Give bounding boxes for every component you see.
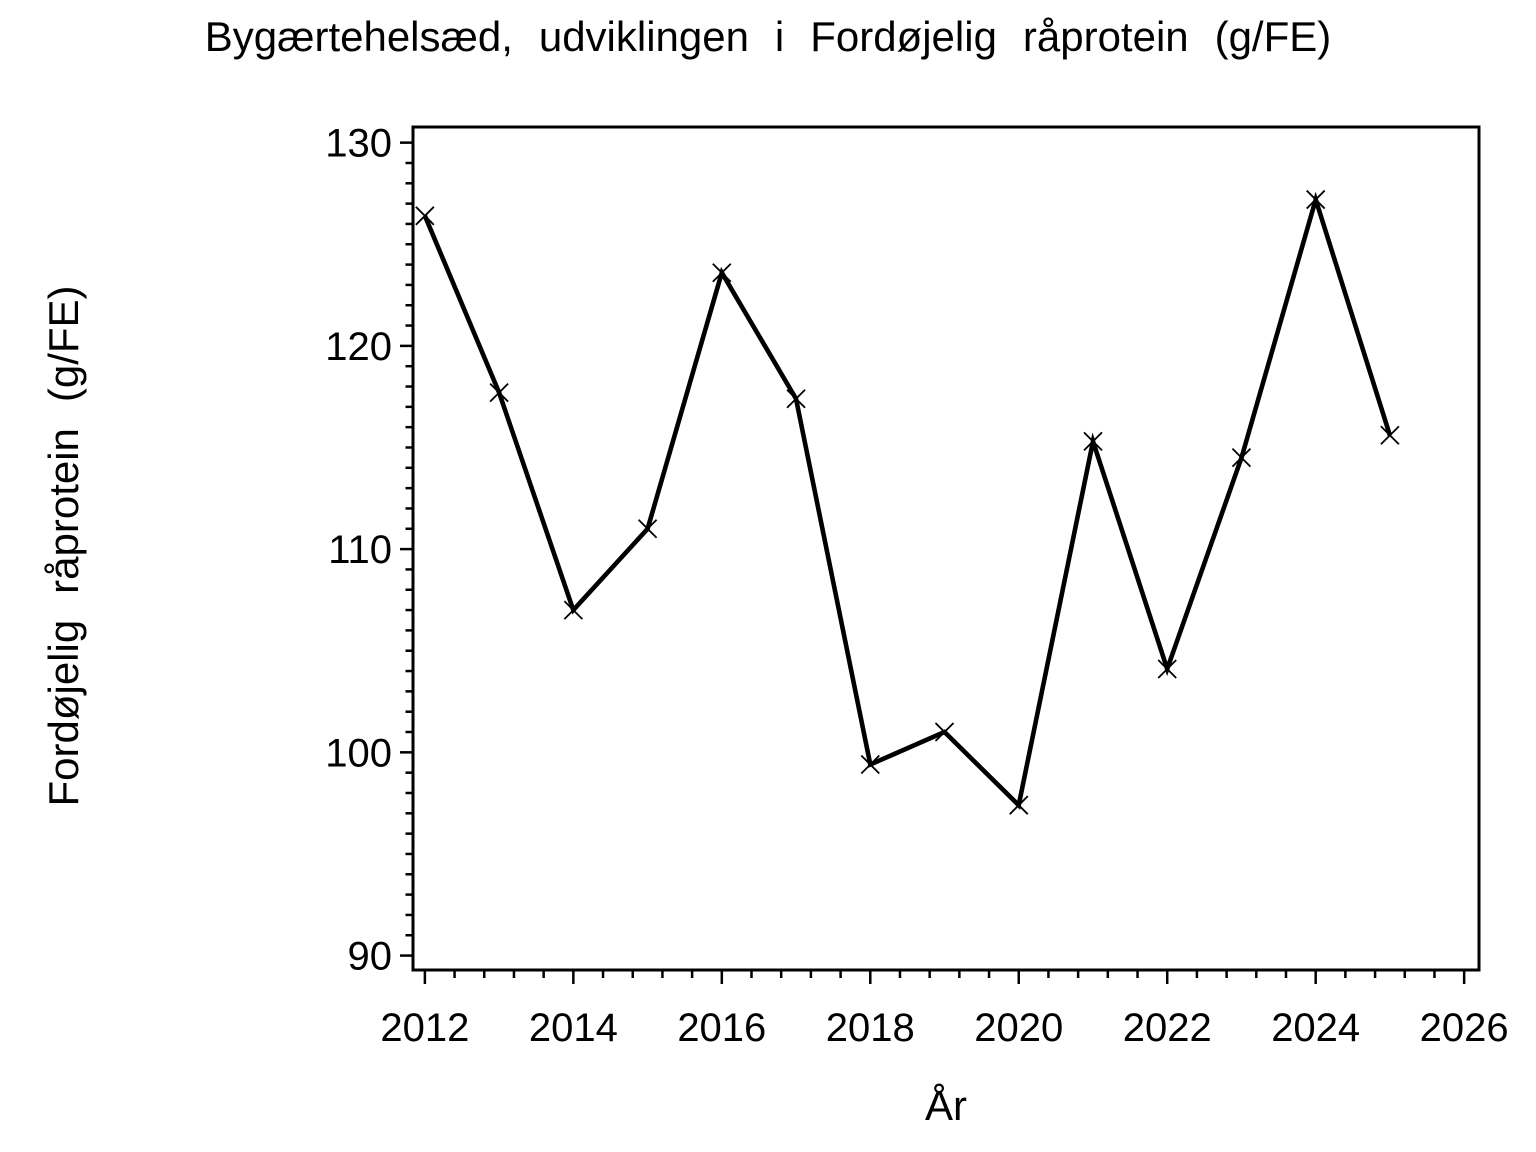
y-tick-label: 130 (325, 122, 392, 166)
y-tick-label: 90 (348, 935, 393, 979)
x-tick-label: 2024 (1271, 1006, 1360, 1050)
x-axis-label: År (925, 1082, 967, 1129)
data-point-marker (860, 754, 880, 775)
data-point-marker (1157, 659, 1177, 679)
x-tick-label: 2026 (1420, 1006, 1509, 1050)
x-tick-label: 2012 (380, 1006, 469, 1050)
chart-title: Bygærtehelsæd, udviklingen i Fordøjelig … (204, 13, 1332, 60)
data-point-marker (934, 722, 955, 742)
x-tick-label: 2018 (826, 1006, 915, 1050)
data-point-marker (1083, 431, 1103, 452)
x-tick-label: 2016 (677, 1006, 766, 1050)
data-line (422, 191, 1393, 810)
data-point-marker (786, 389, 806, 409)
y-axis-label: Fordøjelig råprotein (g/FE) (40, 285, 87, 807)
data-point-marker (415, 206, 435, 226)
data-point-marker (563, 600, 583, 620)
data-point-marker (1009, 795, 1029, 815)
plot-frame (411, 125, 1481, 972)
data-point-marker (712, 263, 732, 283)
x-tick-label: 2014 (529, 1006, 618, 1050)
x-tick-label: 2020 (974, 1006, 1063, 1050)
y-tick-label: 120 (325, 325, 392, 369)
data-point-marker (637, 519, 658, 539)
data-point-marker (1380, 425, 1400, 445)
data-point-marker (489, 382, 509, 403)
y-tick-label: 110 (328, 528, 392, 572)
data-point-marker (1306, 189, 1326, 210)
x-tick-label: 2022 (1123, 1006, 1212, 1050)
data-point-marker (1231, 448, 1252, 468)
y-tick-label: 100 (325, 731, 392, 775)
